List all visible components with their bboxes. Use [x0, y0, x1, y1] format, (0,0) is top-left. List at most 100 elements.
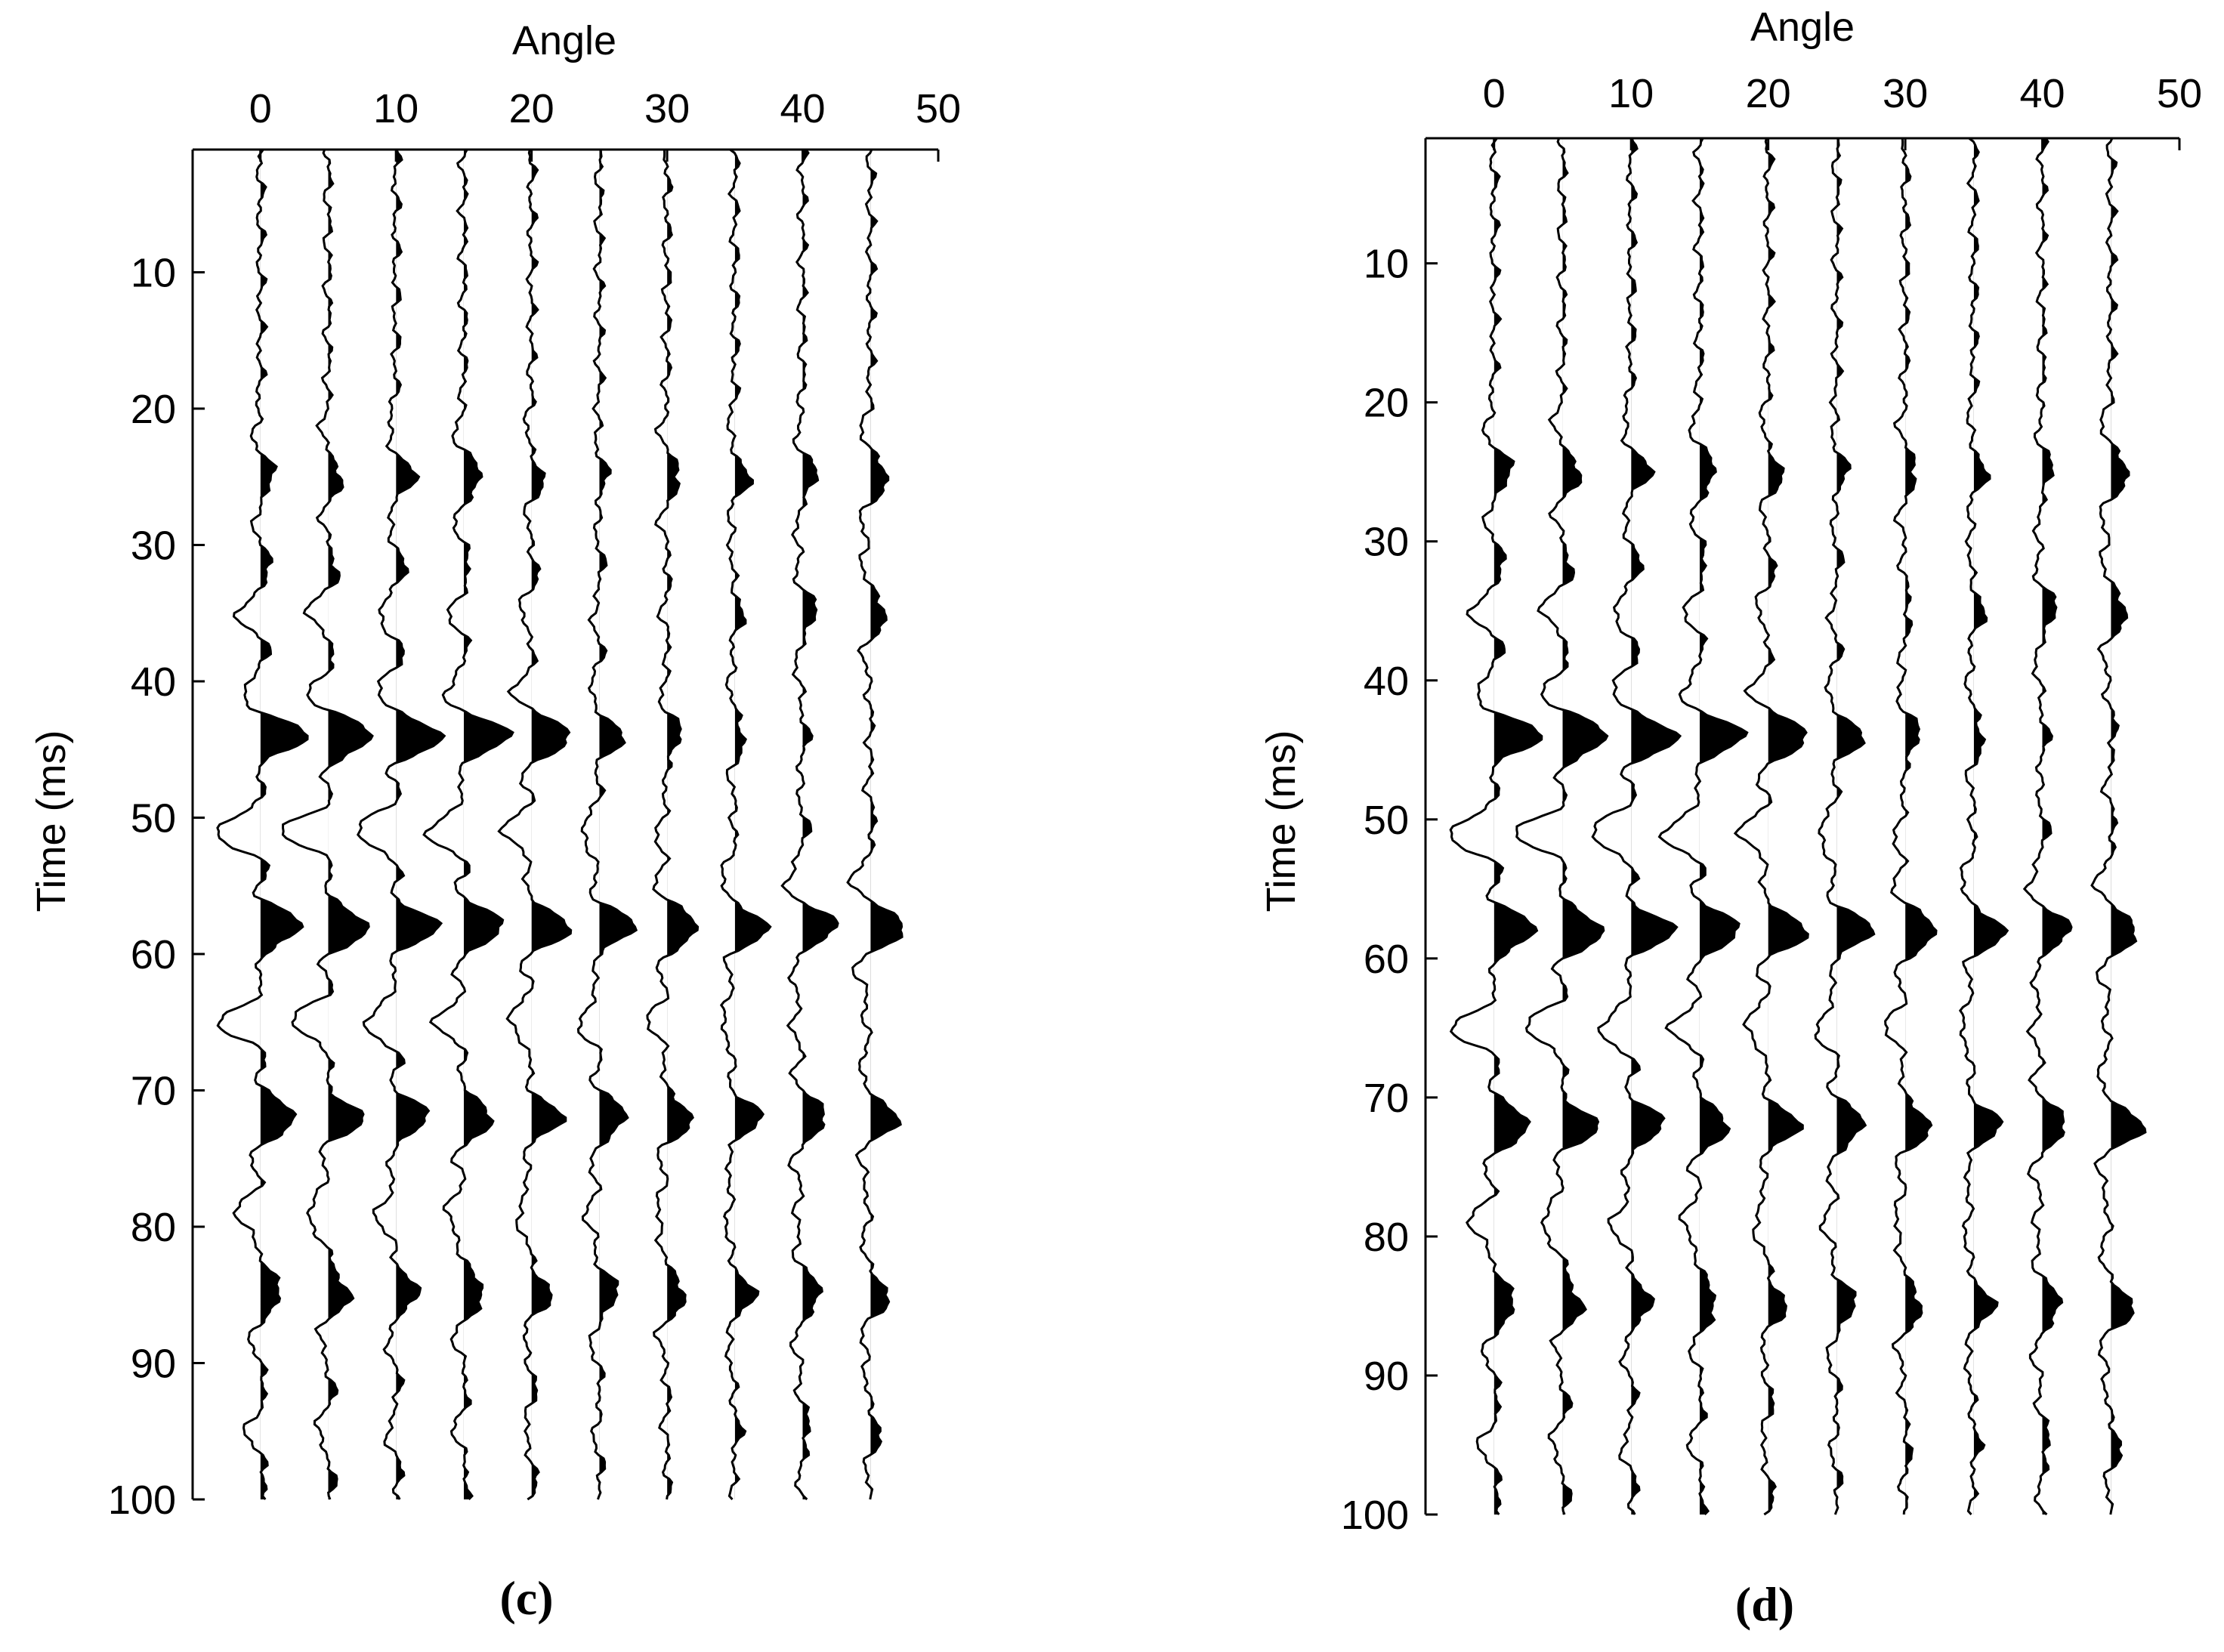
x-tick-label: 50	[916, 86, 961, 131]
y-tick-label: 70	[131, 1068, 176, 1113]
trace	[1591, 137, 1682, 1515]
trace-fill	[2042, 138, 2071, 1515]
trace	[1814, 137, 1876, 1515]
trace-line	[846, 149, 904, 1500]
panel-label-letter: c	[516, 1571, 537, 1625]
x-tick-label: 50	[2157, 71, 2202, 116]
trace-line	[576, 149, 638, 1500]
y-tick-label: 40	[1364, 659, 1409, 704]
trace-line	[1733, 137, 1809, 1516]
y-tick-label: 20	[1364, 381, 1409, 426]
x-axis-title: Angle	[512, 18, 616, 63]
trace	[1884, 137, 1938, 1515]
y-tick-label: 90	[1364, 1354, 1409, 1399]
x-tick-label: 10	[373, 86, 419, 131]
panel-label: (d)	[1735, 1577, 1794, 1631]
trace-line	[2022, 137, 2073, 1516]
trace-fill	[734, 153, 771, 1484]
y-tick-label: 10	[131, 250, 176, 295]
axes: 10 20 30 40 50 60 70 80 90 100 0 10 20 30 40 50	[108, 86, 961, 1523]
trace	[1515, 137, 1609, 1515]
trace	[1449, 137, 1543, 1515]
trace-fill	[328, 150, 372, 1499]
trace-fill	[1493, 138, 1542, 1515]
trace	[216, 149, 309, 1500]
trace-layer	[1449, 137, 2147, 1516]
x-tick-label: 30	[644, 86, 690, 131]
trace-fill	[260, 150, 308, 1499]
y-tick-label: 80	[1364, 1215, 1409, 1260]
trace-fill	[1562, 138, 1608, 1515]
trace-fill	[463, 150, 513, 1499]
trace-line	[646, 149, 700, 1500]
chart-panel-c: 10 20 30 40 50 60 70 80 90 100 0 10 20 30 40 50 Angle T…	[29, 18, 961, 1625]
x-tick-label: 20	[509, 86, 554, 131]
trace	[576, 149, 638, 1500]
y-tick-label: 60	[1364, 937, 1409, 982]
x-tick-label: 40	[780, 86, 826, 131]
y-tick-label: 80	[131, 1205, 176, 1250]
x-tick-label: 0	[1483, 71, 1506, 116]
trace	[1733, 137, 1809, 1516]
trace-fill	[1973, 142, 2008, 1499]
trace	[356, 149, 446, 1500]
trace-fill	[599, 150, 637, 1499]
x-axis-title: Angle	[1750, 5, 1855, 50]
trace-fill	[667, 150, 698, 1499]
y-tick-label: 100	[108, 1478, 176, 1523]
y-tick-label: 30	[131, 523, 176, 568]
trace-fill	[1631, 138, 1680, 1515]
trace-fill	[2111, 138, 2145, 1515]
trace-line	[1814, 137, 1876, 1515]
y-tick-label: 10	[1364, 242, 1409, 287]
trace	[780, 149, 839, 1501]
trace	[422, 149, 514, 1501]
y-axis-title: Time (ms)	[29, 730, 74, 912]
y-tick-label: 70	[1364, 1076, 1409, 1121]
trace	[846, 149, 904, 1500]
trace	[719, 148, 772, 1501]
trace	[2090, 137, 2147, 1515]
trace-line	[780, 149, 839, 1501]
panel-label: (c)	[499, 1571, 553, 1625]
x-tick-label: 30	[1883, 71, 1928, 116]
trace-fill	[396, 150, 445, 1499]
y-tick-label: 100	[1341, 1493, 1409, 1538]
y-tick-label: 50	[1364, 798, 1409, 843]
trace-line	[422, 149, 514, 1501]
x-tick-label: 40	[2020, 71, 2065, 116]
trace-line	[719, 148, 772, 1501]
trace	[1958, 137, 2009, 1515]
y-axis-title: Time (ms)	[1259, 730, 1304, 912]
trace-line	[1958, 137, 2009, 1515]
y-tick-label: 20	[131, 387, 176, 432]
trace	[2022, 137, 2073, 1516]
chart-panel-d: 10 20 30 40 50 60 70 80 90 100 0 10 20 30 40 50 Angle T…	[1259, 5, 2202, 1631]
trace-layer	[216, 148, 904, 1501]
x-tick-label: 20	[1746, 71, 1791, 116]
trace	[1657, 137, 1749, 1516]
trace-fill	[1836, 138, 1874, 1515]
trace-line	[1591, 137, 1682, 1515]
panel-label-letter: d	[1751, 1577, 1778, 1631]
trace-fill	[1905, 138, 1936, 1515]
trace-line	[1515, 137, 1609, 1515]
trace-line	[216, 149, 309, 1500]
trace-line	[281, 149, 374, 1500]
trace	[281, 149, 374, 1500]
trace-fill	[870, 150, 903, 1499]
trace-line	[1884, 137, 1938, 1515]
trace	[646, 149, 700, 1500]
axes: 10 20 30 40 50 60 70 80 90 100 0 10 20 30 40 50	[1341, 71, 2202, 1538]
trace-line	[497, 149, 573, 1501]
y-tick-label: 40	[131, 659, 176, 705]
y-tick-label: 50	[131, 795, 176, 841]
y-tick-label: 60	[131, 932, 176, 977]
x-tick-label: 0	[249, 86, 272, 131]
trace	[497, 149, 573, 1501]
trace-line	[1657, 137, 1749, 1516]
trace-line	[1449, 137, 1543, 1515]
y-tick-label: 90	[131, 1341, 176, 1386]
x-tick-label: 10	[1608, 71, 1654, 116]
